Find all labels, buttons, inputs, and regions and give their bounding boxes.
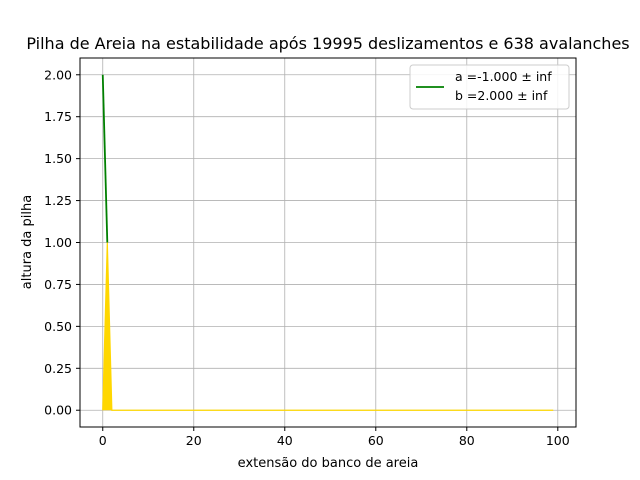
y-tick-label: 1.75 [44,109,72,124]
y-tick-label: 0.00 [44,403,72,418]
y-axis-label: altura da pilha [20,195,35,289]
legend-entry-text: a =-1.000 ± inf [455,69,552,84]
legend-box [409,64,570,110]
x-tick-label: 20 [186,433,202,448]
plot-area [101,74,554,411]
y-tick-label: 2.00 [44,67,72,82]
x-tick-label: 0 [99,433,107,448]
x-tick-label: 60 [368,433,384,448]
chart-title: Pilha de Areia na estabilidade após 1999… [26,34,629,53]
y-axis: 0.00 0.25 0.50 0.75 1.00 1.25 1.50 1.75 2.00 [44,67,80,418]
y-tick-label: 1.00 [44,235,72,250]
x-axis: 0 20 40 60 80 100 [99,427,570,448]
legend-entry-text: b =2.000 ± inf [455,88,548,103]
x-axis-label: extensão do banco de areia [238,456,419,471]
y-tick-label: 0.75 [44,277,72,292]
y-tick-label: 1.25 [44,193,72,208]
y-tick-label: 1.50 [44,151,72,166]
legend: a =-1.000 ± inf b =2.000 ± inf [409,64,570,110]
y-tick-label: 0.50 [44,319,72,334]
sand-profile-line [102,242,554,411]
x-tick-label: 40 [277,433,293,448]
x-tick-label: 100 [546,433,570,448]
grid [80,58,576,427]
x-tick-label: 80 [459,433,475,448]
fit-line [101,74,109,243]
y-tick-label: 0.25 [44,361,72,376]
